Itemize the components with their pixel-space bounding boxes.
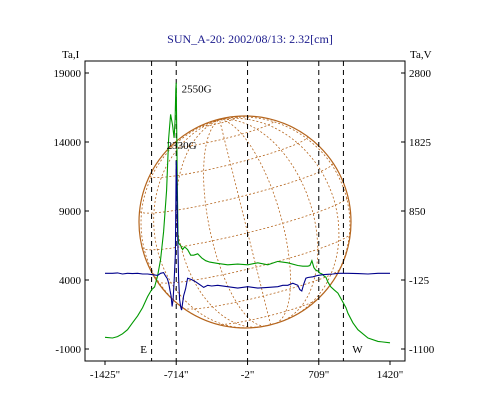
series-layer [104, 82, 391, 344]
solar-disk-grid [138, 115, 352, 329]
axis-ticks: -1425" -714" -2" 709" 1420" 19000 14000 9000 400… [54, 68, 435, 381]
left-axis-label: Ta,I [62, 49, 80, 61]
longitude-line [219, 117, 340, 319]
series-line-ta-v [105, 160, 390, 311]
field-annotation: 2330G [167, 140, 197, 152]
left-tick-label: 4000 [59, 275, 82, 287]
longitude-line [219, 119, 319, 323]
longitude-line [175, 119, 261, 328]
latitude-line [157, 233, 351, 284]
longitude-line [153, 119, 252, 329]
x-tick-label: -1425" [90, 369, 120, 381]
annotations: 2550G 2330G E W [140, 83, 363, 356]
x-tick-label: -2" [241, 369, 255, 381]
right-tick-label: -1100 [409, 344, 435, 356]
left-tick-label: 14000 [54, 137, 82, 149]
right-tick-label: -125 [409, 275, 430, 287]
limb-marker-w: W [352, 344, 363, 356]
x-tick-label: -714" [164, 369, 189, 381]
limb-marker-e: E [140, 344, 147, 356]
left-tick-label: -1000 [55, 344, 81, 356]
chart-title: SUN_A-20: 2002/08/13: 2.32[cm] [167, 32, 333, 46]
x-tick-label: 709" [308, 369, 329, 381]
left-tick-label: 9000 [59, 206, 82, 218]
field-annotation: 2550G [182, 83, 212, 95]
right-tick-label: 850 [409, 206, 426, 218]
latitude-line [149, 136, 308, 178]
left-tick-label: 19000 [54, 68, 82, 80]
series-line-ta-i [104, 82, 391, 344]
right-axis-label: Ta,V [410, 49, 432, 61]
longitude-line [219, 116, 351, 296]
longitude-line [219, 119, 291, 324]
longitude-line [203, 119, 266, 327]
longitude-line [219, 119, 271, 325]
right-tick-label: 1825 [409, 137, 432, 149]
right-tick-label: 2800 [409, 68, 432, 80]
plot-frame [84, 60, 406, 362]
x-tick-label: 1420" [377, 369, 404, 381]
vertical-dashed-lines [151, 61, 344, 361]
latitude-line [139, 162, 334, 214]
solar-limb [138, 115, 352, 329]
